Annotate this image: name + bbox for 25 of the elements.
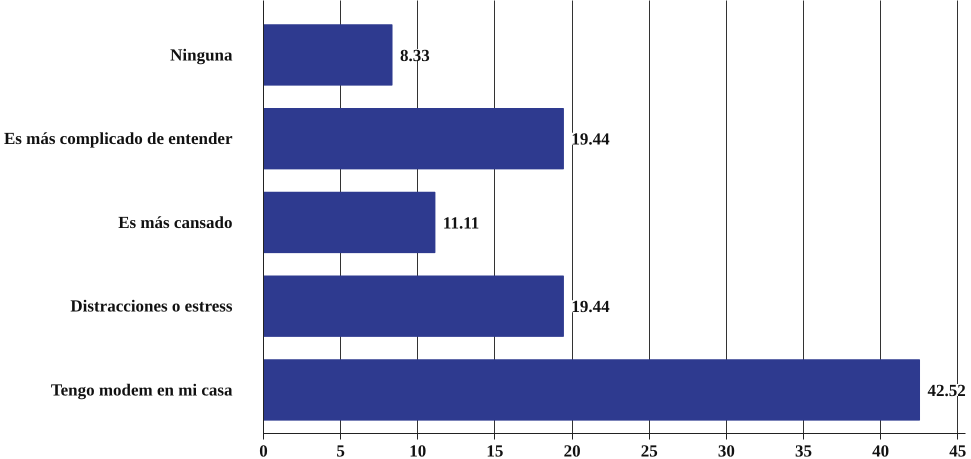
x-tick-label: 0 xyxy=(259,442,268,459)
x-tick-label: 25 xyxy=(640,442,658,459)
x-tick-label: 30 xyxy=(718,442,735,459)
y-tick-label: Tengo modem en mi casa xyxy=(50,380,233,400)
y-tick-label: Ninguna xyxy=(170,45,233,64)
x-tick-label: 35 xyxy=(795,442,812,459)
bar xyxy=(264,359,920,421)
bar xyxy=(264,108,564,170)
x-tick-label: 5 xyxy=(336,442,345,459)
y-tick-label: Es más cansado xyxy=(118,212,233,232)
bar xyxy=(264,192,436,254)
x-tick-label: 10 xyxy=(409,442,426,459)
data-label: 19.44 xyxy=(571,297,610,316)
data-label: 42.52 xyxy=(928,380,966,400)
data-label: 19.44 xyxy=(571,130,610,149)
y-tick-label: Es más complicado de entender xyxy=(4,129,233,148)
y-tick-label: Distracciones o estress xyxy=(70,296,233,316)
x-tick-label: 40 xyxy=(872,442,890,459)
x-tick-label: 15 xyxy=(486,442,504,459)
x-tick-label: 45 xyxy=(949,442,966,459)
bar xyxy=(264,24,393,86)
data-label: 8.33 xyxy=(400,46,430,65)
data-label: 11.11 xyxy=(442,213,480,232)
bar xyxy=(264,276,564,337)
x-tick-label: 20 xyxy=(564,442,581,459)
